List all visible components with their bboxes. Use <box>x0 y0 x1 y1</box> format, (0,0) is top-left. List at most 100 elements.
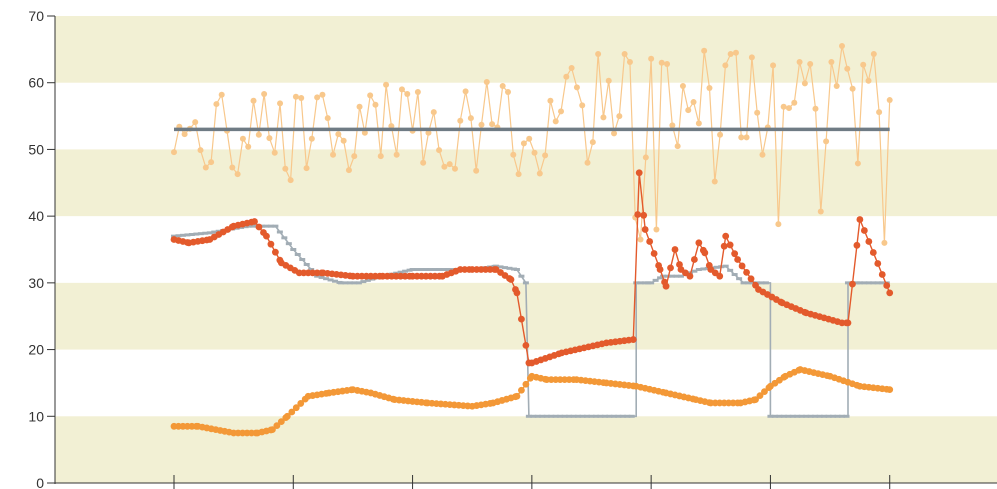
series-marker <box>775 221 782 228</box>
series-marker <box>292 404 300 412</box>
series-marker <box>552 118 559 125</box>
series-marker <box>245 143 252 150</box>
series-0 <box>171 43 893 246</box>
series-marker <box>869 249 877 256</box>
series-marker <box>640 211 648 219</box>
series-marker <box>722 62 729 69</box>
series-marker <box>854 160 861 167</box>
series-marker <box>720 242 728 250</box>
series-marker <box>761 388 768 396</box>
grid-band <box>55 149 997 217</box>
series-marker <box>398 86 405 93</box>
series-marker <box>747 275 755 283</box>
series-marker <box>513 289 521 297</box>
series-marker <box>856 216 864 223</box>
series-marker <box>679 83 686 90</box>
series-marker <box>828 59 835 66</box>
series-marker <box>738 134 745 141</box>
series-marker <box>881 239 888 246</box>
series-marker <box>695 120 702 127</box>
series-marker <box>717 131 724 138</box>
series-marker <box>292 93 299 100</box>
series-marker <box>844 65 851 72</box>
series-marker <box>324 115 331 122</box>
series-marker <box>634 211 642 218</box>
series-marker <box>743 268 750 276</box>
series-marker <box>393 151 400 158</box>
series-marker <box>473 167 480 174</box>
series-marker <box>600 114 607 121</box>
series-marker <box>716 272 724 280</box>
series-marker <box>518 386 525 394</box>
series-marker <box>883 282 891 289</box>
series-marker <box>759 151 766 158</box>
series-marker <box>255 131 262 138</box>
series-marker <box>261 91 268 98</box>
series-marker <box>510 151 517 158</box>
series-marker <box>642 154 649 161</box>
series-marker <box>878 271 886 278</box>
series-marker <box>229 164 236 171</box>
series-marker <box>711 178 718 185</box>
series-marker <box>886 97 893 104</box>
series-marker <box>780 103 787 110</box>
series-marker <box>727 51 734 58</box>
series-marker <box>273 422 281 430</box>
series-marker <box>611 130 618 137</box>
series-marker <box>372 101 379 108</box>
series-marker <box>690 256 698 263</box>
series-marker <box>584 159 591 166</box>
series-marker <box>752 396 759 404</box>
series-marker <box>478 121 485 128</box>
series-marker <box>377 153 384 160</box>
series-marker <box>726 241 734 249</box>
series-marker <box>626 59 633 66</box>
series-marker <box>314 94 321 101</box>
series-marker <box>277 418 285 426</box>
series-marker <box>563 73 570 80</box>
series-marker <box>812 105 819 112</box>
series-marker <box>499 83 506 90</box>
series-marker <box>404 91 411 98</box>
series-marker <box>192 119 199 126</box>
series-marker <box>706 85 713 92</box>
series-marker <box>361 129 368 136</box>
series-marker <box>669 122 676 129</box>
series-marker <box>695 239 703 247</box>
series-marker <box>515 171 522 178</box>
series-marker <box>844 319 852 327</box>
series-marker <box>181 131 188 138</box>
series-marker <box>388 123 395 130</box>
series-marker <box>722 232 730 240</box>
series-marker <box>277 100 284 107</box>
series-marker <box>208 159 215 166</box>
y-tick-label: 40 <box>28 208 44 224</box>
series-marker <box>298 95 305 102</box>
series-marker <box>197 147 204 154</box>
series-marker <box>420 159 427 166</box>
series-line <box>173 45 891 243</box>
series-marker <box>271 248 279 256</box>
series-marker <box>218 91 225 98</box>
series-marker <box>267 240 275 248</box>
series-marker <box>870 51 877 58</box>
series-marker <box>874 260 882 267</box>
y-tick-label: 30 <box>28 275 44 291</box>
series-marker <box>579 102 586 109</box>
y-tick-label: 70 <box>28 8 44 24</box>
series-marker <box>738 262 746 270</box>
series-marker <box>656 266 664 273</box>
series-marker <box>658 59 665 66</box>
series-marker <box>653 226 660 233</box>
series-marker <box>674 143 681 150</box>
series-marker <box>701 249 709 257</box>
series-marker <box>754 109 761 116</box>
series-marker <box>849 85 856 92</box>
series-marker <box>860 61 867 68</box>
series-marker <box>770 62 777 69</box>
series-marker <box>796 59 803 66</box>
series-marker <box>522 380 530 388</box>
y-tick-label: 60 <box>28 75 44 91</box>
series-marker <box>297 400 305 407</box>
